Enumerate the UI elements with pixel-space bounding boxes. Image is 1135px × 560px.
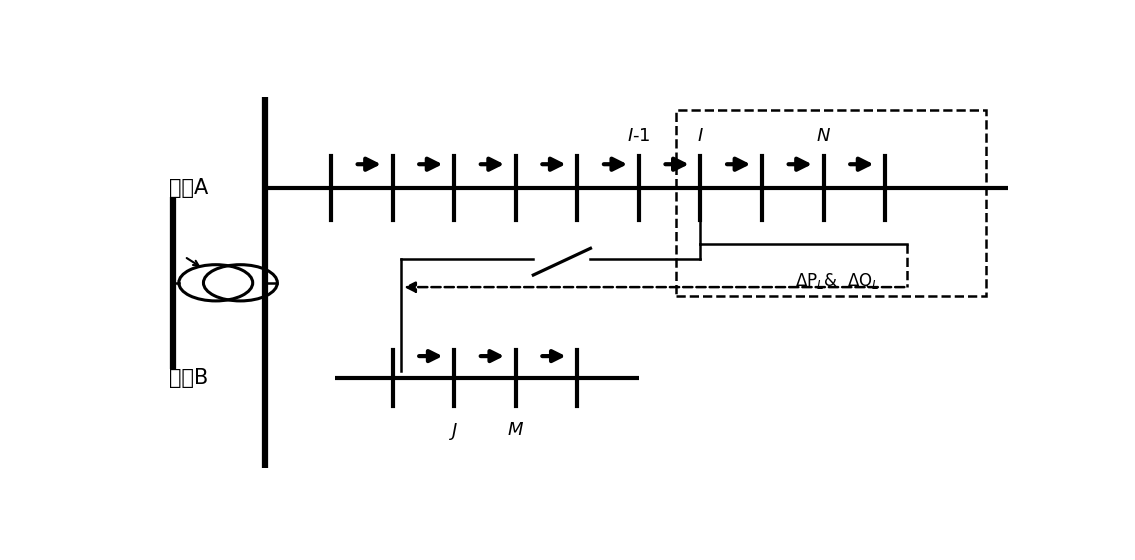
- Text: $N$: $N$: [816, 127, 831, 145]
- Text: $\Delta$P$_L$&  $\Delta$Q$_L$: $\Delta$P$_L$& $\Delta$Q$_L$: [794, 270, 878, 291]
- Text: $J$: $J$: [449, 421, 459, 442]
- Text: 馈线A: 馈线A: [169, 178, 208, 198]
- Text: 馈线B: 馈线B: [169, 368, 208, 388]
- Bar: [675, 110, 986, 296]
- Text: $I$-1: $I$-1: [627, 127, 650, 145]
- Text: $M$: $M$: [507, 421, 524, 439]
- Text: $I$: $I$: [697, 127, 704, 145]
